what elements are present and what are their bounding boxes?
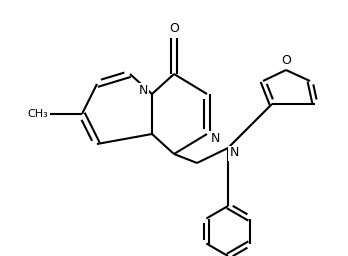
Text: O: O [169,22,179,35]
Text: O: O [281,55,291,68]
Text: N: N [138,83,148,97]
Text: N: N [229,146,239,159]
Text: N: N [210,132,220,144]
Text: CH₃: CH₃ [27,109,48,119]
